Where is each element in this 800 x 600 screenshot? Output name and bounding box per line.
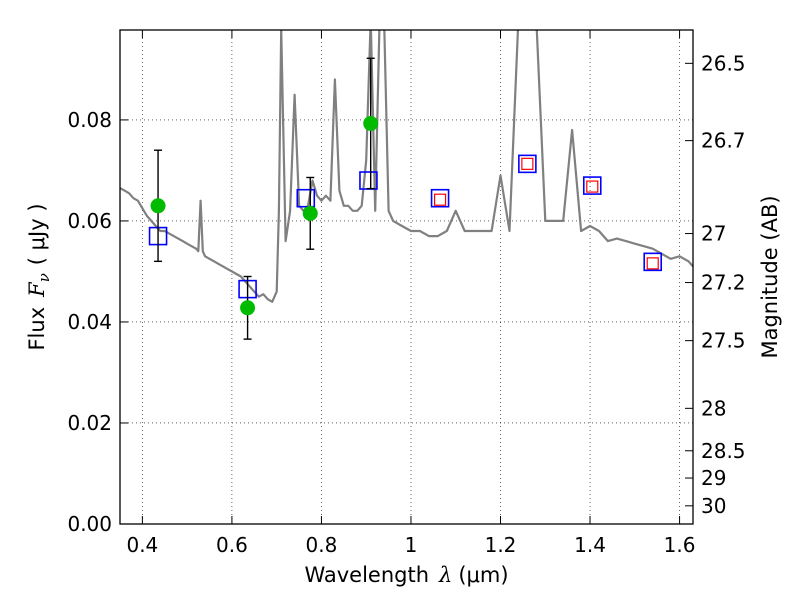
x-tick-label: 1	[405, 533, 418, 557]
model-photometry-square	[643, 252, 663, 272]
x-tick-label: 1.4	[574, 533, 606, 557]
y-axis-label: FluxFν( μJy )	[25, 203, 53, 350]
y2-tick-label: 27	[701, 222, 726, 246]
plot-frame	[119, 29, 694, 525]
model-sed-layer	[120, 30, 693, 303]
x-tick-label: 1.6	[664, 533, 696, 557]
y-tick-label: 0.00	[67, 512, 112, 536]
y2-tick-label: 29	[701, 466, 726, 490]
predicted-photometry-square	[586, 180, 599, 193]
observed-point	[240, 300, 256, 316]
y-tick-label: 0.08	[67, 108, 112, 132]
y-tick-label: 0.04	[67, 310, 112, 334]
y2-tick-label: 28	[701, 396, 726, 420]
x-tick-label: 0.8	[306, 533, 338, 557]
x-tick-label: 1.2	[485, 533, 517, 557]
model-sed-line	[120, 30, 693, 303]
y-tick-label: 0.02	[67, 411, 112, 435]
model-photometry-square	[518, 154, 537, 174]
axis-ticks: 0.4 0.6 0.8 1 1.2 1.4 1.6 0.00 0.02 0.04 0.06 0.08 2…	[67, 30, 746, 557]
x-axis-label: Wavelength λ (μm)	[304, 563, 508, 587]
grid	[120, 30, 693, 525]
predicted-photometry-square	[646, 257, 659, 270]
observed-point	[302, 205, 318, 221]
y2-tick-label: 30	[701, 494, 726, 518]
y2-tick-label: 28.5	[701, 439, 746, 463]
predicted-photometry-square	[521, 157, 534, 170]
model-photometry-square	[296, 188, 316, 208]
y2-tick-label: 27.2	[701, 271, 746, 295]
y-tick-label: 0.06	[67, 209, 112, 233]
predicted-photometry-square	[433, 193, 447, 206]
markers-layer	[148, 57, 663, 340]
model-photometry-square	[582, 176, 602, 195]
y2-tick-label: 26.7	[701, 129, 746, 153]
x-tick-label: 0.4	[126, 533, 158, 557]
y2-tick-label: 27.5	[701, 329, 746, 353]
right-axis-label: Magnitude (AB)	[758, 195, 782, 358]
model-photometry-square	[430, 188, 450, 208]
observed-point	[150, 198, 166, 214]
x-tick-label: 0.6	[216, 533, 248, 557]
observed-point	[363, 115, 379, 131]
y2-tick-label: 26.5	[701, 51, 746, 75]
